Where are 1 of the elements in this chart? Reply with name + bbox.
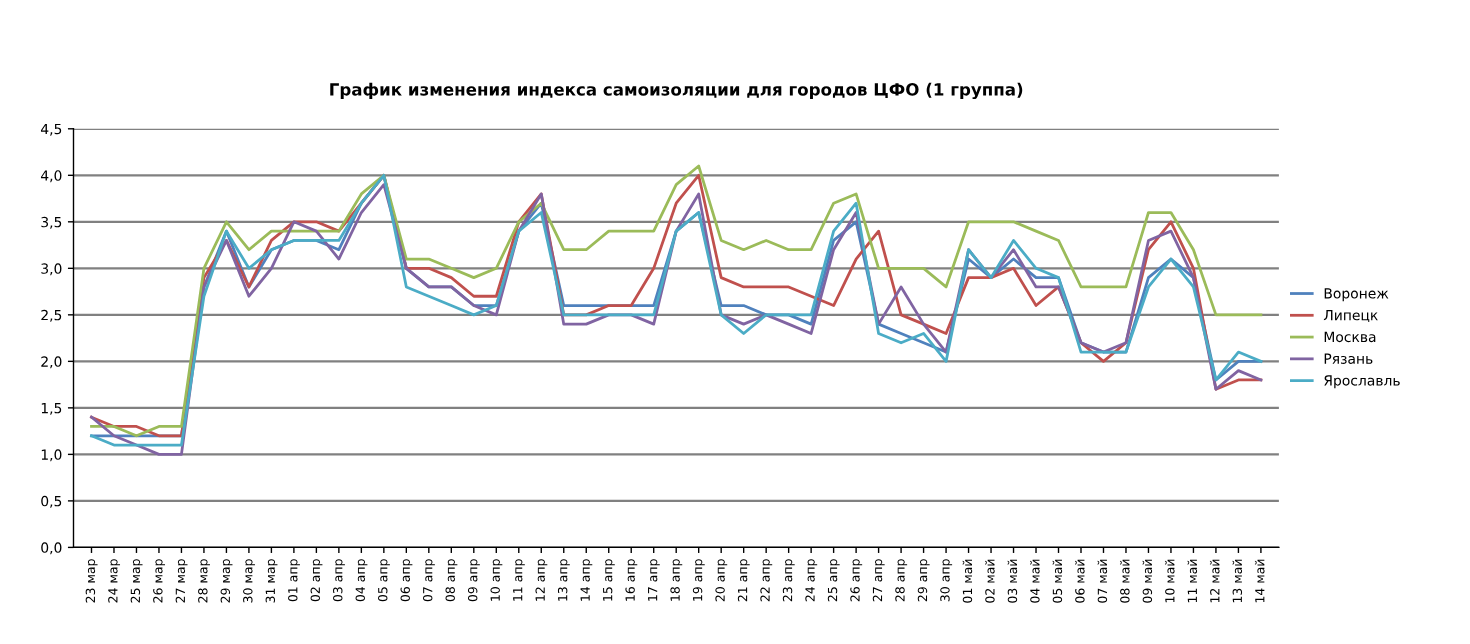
chart-title: График изменения индекса самоизоляции для городов ЦФО (1 группа) — [330, 82, 1023, 100]
